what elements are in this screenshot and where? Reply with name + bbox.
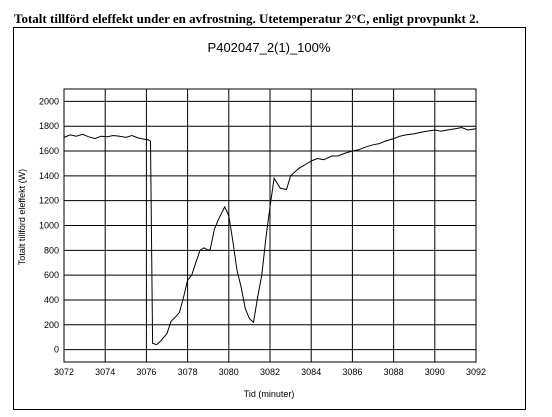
x-tick-label: 3072 <box>54 367 74 377</box>
grid <box>63 89 477 362</box>
series-group <box>63 126 477 346</box>
y-tick-label: 1000 <box>39 221 59 231</box>
y-tick-label: 600 <box>44 270 59 280</box>
x-tick-label: 3074 <box>95 367 115 377</box>
series-line <box>63 126 477 346</box>
y-tick-label: 1600 <box>39 146 59 156</box>
x-tick-label: 3080 <box>219 367 239 377</box>
figure-caption: Totalt tillförd eleffekt under en avfros… <box>14 11 479 26</box>
y-tick-label: 0 <box>54 345 59 355</box>
x-tick-label: 3092 <box>466 367 486 377</box>
figure-frame <box>13 27 526 410</box>
x-tick-label: 3084 <box>301 367 321 377</box>
x-tick-label: 3078 <box>178 367 198 377</box>
x-tick-label: 3076 <box>136 367 156 377</box>
y-tick-label: 2000 <box>39 96 59 106</box>
y-tick-label: 800 <box>44 245 59 255</box>
y-tick-label: 200 <box>44 320 59 330</box>
x-tick-label: 3090 <box>425 367 445 377</box>
x-tick-label: 3086 <box>342 367 362 377</box>
x-tick-label: 3082 <box>260 367 280 377</box>
y-tick-label: 1400 <box>39 171 59 181</box>
y-tick-label: 1200 <box>39 196 59 206</box>
x-tick-label: 3088 <box>384 367 404 377</box>
y-tick-label: 400 <box>44 295 59 305</box>
axis-ticks: 3072 3074 3076 3078 3080 3082 3084 3086 3088 3090… <box>39 96 486 377</box>
y-axis-label: Totalt tillförd eleffekt (W) <box>17 169 27 265</box>
y-tick-label: 1800 <box>39 121 59 131</box>
chart-title: P402047_2(1)_100% <box>208 40 331 55</box>
x-axis-label: Tid (minuter) <box>244 389 295 399</box>
